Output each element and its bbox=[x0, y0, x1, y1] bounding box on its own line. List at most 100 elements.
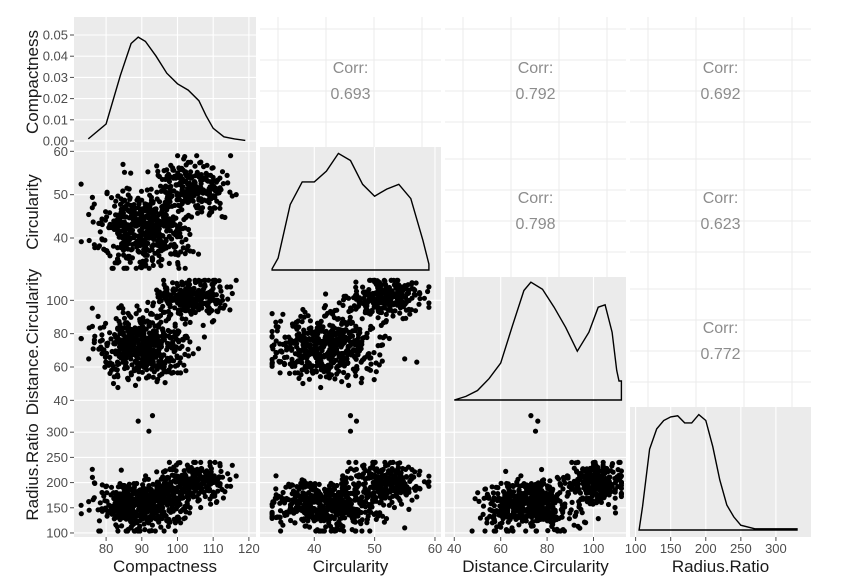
scatter-point bbox=[371, 377, 377, 383]
scatter-point bbox=[387, 305, 393, 311]
scatter-point bbox=[382, 486, 388, 492]
scatter-point bbox=[513, 516, 519, 523]
x-tick-label: 120 bbox=[238, 541, 260, 556]
scatter-point bbox=[347, 314, 353, 320]
scatter-point bbox=[301, 496, 307, 502]
scatter-point bbox=[379, 513, 386, 519]
scatter-point bbox=[129, 352, 135, 358]
scatter-point bbox=[210, 489, 216, 495]
scatter-point bbox=[373, 369, 379, 375]
scatter-point bbox=[208, 179, 214, 185]
scatter-point bbox=[120, 161, 126, 167]
scatter-point bbox=[406, 297, 412, 304]
scatter-point bbox=[160, 303, 166, 309]
scatter-point bbox=[426, 284, 432, 290]
scatter-point bbox=[355, 303, 362, 309]
scatter-point bbox=[295, 358, 301, 364]
scatter-point bbox=[170, 287, 176, 293]
scatter-point bbox=[395, 461, 401, 467]
scatter-point bbox=[603, 468, 609, 474]
scatter-point bbox=[182, 265, 188, 271]
scatter-point bbox=[406, 306, 412, 312]
scatter-point bbox=[269, 503, 275, 509]
scatter-point bbox=[502, 492, 508, 498]
scatter-point bbox=[192, 163, 198, 169]
scatter-point bbox=[99, 337, 105, 343]
scatter-point bbox=[378, 498, 384, 504]
scatter-point bbox=[394, 277, 400, 283]
scatter-point bbox=[335, 336, 341, 342]
scatter-point bbox=[120, 305, 126, 312]
scatter-point bbox=[215, 482, 221, 488]
scatter-point bbox=[101, 493, 107, 499]
scatter-point bbox=[340, 297, 347, 303]
scatter-point bbox=[89, 194, 95, 200]
scatter-point bbox=[332, 341, 338, 347]
scatter-point bbox=[176, 192, 182, 199]
scatter-point bbox=[331, 507, 338, 513]
scatter-point bbox=[309, 363, 316, 369]
scatter-point bbox=[292, 363, 298, 369]
scatter-point bbox=[112, 203, 118, 209]
scatter-point bbox=[183, 215, 189, 221]
scatter-point bbox=[184, 295, 190, 301]
scatter-point bbox=[152, 323, 158, 329]
scatter-point bbox=[131, 340, 138, 346]
scatter-point bbox=[97, 325, 103, 331]
scatter-point bbox=[149, 342, 156, 348]
scatter-point bbox=[359, 375, 365, 381]
scatter-point bbox=[188, 288, 194, 295]
scatter-point bbox=[129, 241, 136, 248]
scatter-point bbox=[104, 350, 110, 356]
scatter-point bbox=[406, 287, 412, 293]
scatter-point bbox=[373, 510, 379, 516]
scatter-point bbox=[161, 206, 167, 212]
scatter-point bbox=[117, 233, 123, 239]
scatter-point bbox=[178, 249, 184, 255]
scatter-point bbox=[125, 328, 131, 334]
scatter-point bbox=[370, 277, 376, 283]
scatter-point bbox=[274, 328, 280, 334]
scatter-point bbox=[366, 366, 372, 372]
scatter-point bbox=[307, 342, 313, 348]
scatter-point bbox=[389, 288, 395, 294]
scatter-point bbox=[86, 325, 92, 331]
scatter-point bbox=[378, 482, 384, 488]
scatter-point bbox=[158, 524, 164, 530]
scatter-point bbox=[114, 256, 121, 262]
scatter-point bbox=[125, 241, 131, 247]
scatter-point bbox=[353, 284, 359, 290]
scatter-point bbox=[170, 339, 176, 345]
scatter-point bbox=[370, 490, 377, 496]
scatter-point bbox=[599, 484, 605, 490]
scatter-point bbox=[395, 288, 401, 295]
scatter-point bbox=[162, 498, 168, 504]
scatter-point bbox=[323, 524, 329, 530]
scatter-point bbox=[313, 349, 319, 355]
scatter-point bbox=[595, 516, 601, 522]
scatter-point bbox=[115, 193, 121, 199]
scatter-point bbox=[154, 189, 160, 195]
scatter-point bbox=[332, 376, 338, 382]
scatter-point bbox=[141, 485, 147, 491]
scatter-point bbox=[208, 308, 214, 314]
scatter-point bbox=[537, 511, 543, 517]
scatter-point bbox=[177, 359, 183, 366]
scatter-point bbox=[287, 370, 293, 376]
scatter-point bbox=[173, 468, 179, 474]
scatter-point bbox=[351, 348, 358, 354]
scatter-point bbox=[175, 283, 181, 289]
scatter-point bbox=[152, 528, 158, 534]
scatter-point bbox=[194, 296, 200, 302]
scatter-point bbox=[86, 507, 92, 513]
scatter-point bbox=[295, 318, 301, 324]
scatter-point bbox=[173, 215, 179, 221]
y-tick-label: 40 bbox=[54, 231, 68, 246]
scatter-point bbox=[343, 506, 349, 512]
scatter-point bbox=[559, 506, 565, 512]
scatter-point bbox=[591, 463, 597, 469]
scatter-point bbox=[308, 330, 314, 336]
scatter-point bbox=[172, 323, 178, 329]
scatter-point bbox=[560, 486, 566, 492]
scatter-point bbox=[166, 459, 172, 465]
